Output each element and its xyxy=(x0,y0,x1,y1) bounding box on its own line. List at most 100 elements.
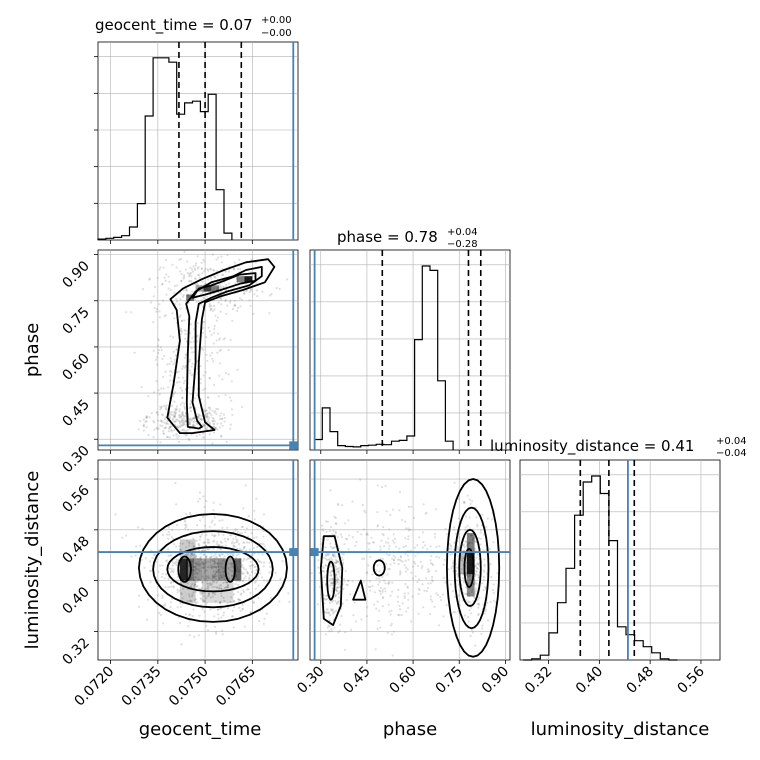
sample-point xyxy=(165,273,168,276)
sample-point xyxy=(411,595,414,598)
sample-point xyxy=(167,577,170,581)
sample-point xyxy=(164,408,167,411)
sample-point xyxy=(198,276,201,279)
sample-point xyxy=(198,564,201,568)
sample-point xyxy=(342,558,345,561)
sample-point xyxy=(222,413,225,416)
sample-point xyxy=(433,605,436,609)
sample-point xyxy=(200,586,203,590)
sample-point xyxy=(233,299,236,302)
sample-point xyxy=(163,404,166,407)
sample-point xyxy=(200,418,203,421)
sample-point xyxy=(388,580,391,584)
sample-point xyxy=(350,628,353,632)
sample-point xyxy=(463,502,466,505)
sample-point xyxy=(454,595,457,599)
sample-point xyxy=(195,564,198,567)
sample-point xyxy=(256,545,259,549)
sample-point xyxy=(250,258,253,261)
sample-point xyxy=(194,268,197,271)
sample-point xyxy=(253,509,256,512)
sample-point xyxy=(476,562,479,566)
sample-point xyxy=(253,565,256,569)
sample-point xyxy=(176,436,179,439)
sample-point xyxy=(476,602,479,606)
sample-point xyxy=(190,347,193,350)
sample-point xyxy=(218,544,221,547)
sample-point xyxy=(434,508,437,511)
sample-point xyxy=(371,573,374,576)
sample-point xyxy=(399,490,402,494)
sample-point xyxy=(332,554,335,557)
sample-point xyxy=(353,601,356,604)
sample-point xyxy=(224,393,227,397)
sample-point xyxy=(216,316,219,319)
sample-point xyxy=(189,418,192,422)
sample-point xyxy=(208,583,211,586)
sample-point xyxy=(221,633,224,636)
sample-point xyxy=(179,314,182,317)
sample-point xyxy=(226,254,229,257)
sample-point xyxy=(139,544,142,547)
sample-point xyxy=(379,545,382,548)
sample-point xyxy=(409,528,412,531)
sample-point xyxy=(211,519,214,522)
tick-label-y: 0.75 xyxy=(59,304,92,337)
sample-point xyxy=(418,578,421,581)
tick-label-y: 0.45 xyxy=(59,397,92,430)
sample-point xyxy=(328,558,331,562)
sample-point xyxy=(191,417,194,421)
sample-point xyxy=(477,563,480,566)
sample-point xyxy=(399,608,402,611)
sample-point xyxy=(178,258,181,261)
sample-point xyxy=(156,413,159,416)
sample-point xyxy=(199,378,202,381)
sample-point xyxy=(168,436,171,439)
sample-point xyxy=(332,529,335,533)
sample-point xyxy=(194,566,197,569)
sample-point xyxy=(219,310,222,313)
panel-distance-hist xyxy=(519,459,721,661)
sample-point xyxy=(155,308,159,311)
sample-point xyxy=(482,575,486,578)
sample-point xyxy=(329,545,332,548)
sample-point xyxy=(175,381,179,384)
sample-point xyxy=(194,581,197,584)
density-cell xyxy=(466,533,475,552)
sample-point xyxy=(231,615,234,618)
sample-point xyxy=(229,423,232,426)
sample-point xyxy=(269,294,272,297)
sample-point xyxy=(220,261,223,264)
sample-point xyxy=(154,358,157,361)
sample-point xyxy=(425,590,428,593)
sample-point xyxy=(261,553,264,556)
sample-point xyxy=(178,426,181,429)
sample-point xyxy=(328,529,331,533)
sample-point xyxy=(199,557,202,560)
sample-point xyxy=(407,538,410,541)
tick-label-y: 0.48 xyxy=(59,533,92,566)
sample-point xyxy=(186,433,189,436)
sample-point xyxy=(168,280,171,283)
sample-point xyxy=(203,553,206,556)
sample-point xyxy=(205,427,208,430)
sample-point xyxy=(336,576,339,580)
sample-point xyxy=(221,576,224,579)
sample-point xyxy=(387,554,390,557)
sample-point xyxy=(243,625,246,628)
sample-point xyxy=(195,585,198,588)
sample-point xyxy=(457,546,460,549)
density-cell xyxy=(244,276,253,283)
sample-point xyxy=(404,520,407,523)
sample-point xyxy=(339,575,342,578)
sample-point xyxy=(387,541,390,544)
sample-point xyxy=(213,593,216,596)
sample-point xyxy=(229,301,232,304)
sample-point xyxy=(454,532,458,535)
sample-point xyxy=(207,585,210,588)
sample-point xyxy=(461,557,465,560)
sample-point xyxy=(204,559,207,562)
sample-point xyxy=(331,533,334,536)
sample-point xyxy=(346,583,349,587)
sample-point xyxy=(155,411,158,414)
